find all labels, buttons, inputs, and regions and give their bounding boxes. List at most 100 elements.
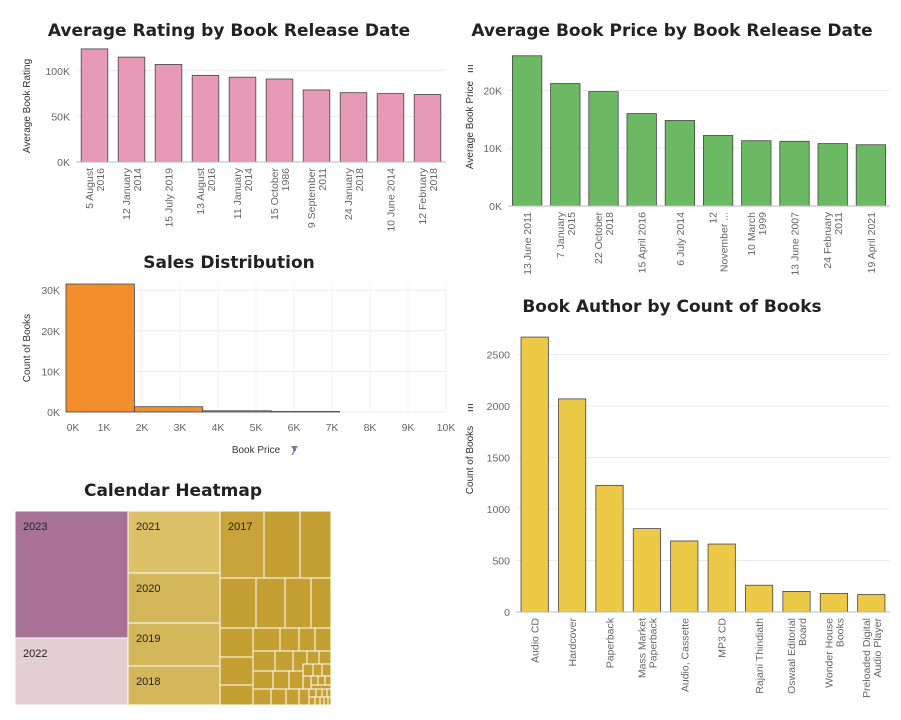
heatmap-cell-older[interactable] bbox=[270, 688, 287, 706]
heatmap-cell-older[interactable] bbox=[252, 650, 276, 672]
price-bars: 0K 10K 20K 13 June 2011 7 January2015 22 Octo… bbox=[483, 55, 890, 276]
heatmap-cell-older[interactable] bbox=[219, 656, 254, 686]
heatmap-cell-older[interactable] bbox=[219, 684, 254, 706]
heatmap-cell-older[interactable] bbox=[312, 663, 323, 677]
heatmap-cell-older[interactable] bbox=[298, 627, 316, 652]
heatmap-cell-older[interactable] bbox=[252, 670, 274, 690]
price-bar[interactable] bbox=[626, 113, 657, 207]
price-bar[interactable] bbox=[588, 91, 619, 207]
price-sort-icon[interactable] bbox=[468, 65, 473, 73]
heatmap-cell-older[interactable] bbox=[302, 663, 314, 677]
heatmap-cell-2018[interactable] bbox=[127, 665, 221, 706]
rating-category-label: 15 July 2019 bbox=[164, 168, 176, 228]
price-bar[interactable] bbox=[779, 140, 810, 207]
sales-x-axis-title: Book Price bbox=[232, 445, 281, 456]
heatmap-cell-older[interactable] bbox=[288, 670, 304, 690]
heatmap-cell-older[interactable] bbox=[326, 688, 332, 698]
price-bar[interactable] bbox=[550, 83, 581, 207]
heatmap-cell-older[interactable] bbox=[279, 627, 300, 652]
heatmap-cell-older[interactable] bbox=[274, 650, 294, 672]
heatmap-cell-older[interactable] bbox=[284, 577, 312, 629]
heatmap-cell-older[interactable] bbox=[319, 696, 325, 706]
authors-bar[interactable] bbox=[782, 591, 811, 613]
sales-x-tick-label: 4K bbox=[212, 422, 225, 434]
authors-bar[interactable] bbox=[707, 543, 736, 613]
heatmap-cell-older[interactable] bbox=[219, 577, 257, 629]
authors-sort-icon[interactable] bbox=[468, 404, 473, 412]
heatmap-cell-older[interactable] bbox=[315, 688, 323, 698]
heatmap-cell-2020[interactable] bbox=[127, 572, 221, 624]
heatmap-cell-older[interactable] bbox=[327, 696, 332, 706]
authors-bar[interactable] bbox=[670, 540, 699, 613]
heatmap-cell-older[interactable] bbox=[252, 688, 272, 706]
heatmap-cell-older[interactable] bbox=[310, 684, 332, 690]
price-bar[interactable] bbox=[664, 120, 696, 207]
heatmap-cell-older[interactable] bbox=[324, 675, 332, 686]
heatmap-cell-older[interactable] bbox=[302, 675, 312, 690]
price-bar[interactable] bbox=[702, 135, 734, 207]
sales-bin-bar[interactable] bbox=[65, 283, 135, 413]
rating-bar[interactable] bbox=[154, 64, 183, 163]
heatmap-cell-older[interactable] bbox=[219, 627, 254, 658]
heatmap-cell-2021[interactable] bbox=[127, 510, 221, 574]
heatmap-cell-older[interactable] bbox=[263, 510, 301, 579]
heatmap-cell-older[interactable] bbox=[314, 627, 332, 652]
heatmap-cell-older[interactable] bbox=[308, 696, 316, 706]
price-bar[interactable] bbox=[511, 55, 543, 207]
heatmap-cell-older[interactable] bbox=[321, 663, 332, 677]
rating-bar[interactable] bbox=[80, 48, 109, 163]
price-bar[interactable] bbox=[741, 140, 772, 207]
heatmap-cell-older[interactable] bbox=[314, 696, 321, 706]
heatmap-cell-older[interactable] bbox=[298, 688, 310, 706]
pin-icon[interactable] bbox=[291, 446, 298, 456]
rating-bar[interactable] bbox=[376, 93, 405, 163]
heatmap-cell-2019[interactable] bbox=[127, 622, 221, 667]
heatmap-cell-older[interactable] bbox=[310, 675, 319, 686]
price-bar[interactable] bbox=[817, 143, 848, 207]
price-category-label: 24 February2011 bbox=[822, 211, 845, 268]
rating-bar[interactable] bbox=[117, 56, 146, 163]
heatmap-cell-older[interactable] bbox=[310, 577, 332, 629]
rating-bar[interactable] bbox=[265, 78, 294, 163]
heatmap-chart-title: Calendar Heatmap bbox=[84, 481, 262, 501]
sales-bars: 0K 10K 20K 30K 0K 1K 2K 3K 4K 5K 6K 7K 8K 9K 10K bbox=[41, 282, 455, 434]
heatmap-cell-older[interactable] bbox=[252, 627, 281, 652]
heatmap-cell-older[interactable] bbox=[317, 675, 326, 686]
sales-x-tick-label: 8K bbox=[364, 422, 377, 434]
rating-bar[interactable] bbox=[339, 92, 368, 163]
heatmap-cell-older[interactable] bbox=[318, 650, 332, 665]
rating-category-label: 12 February2018 bbox=[417, 167, 440, 224]
heatmap-cell-older[interactable] bbox=[299, 510, 332, 579]
rating-chart: Average Rating by Book Release Date Aver… bbox=[22, 21, 446, 232]
authors-bar[interactable] bbox=[520, 336, 549, 613]
authors-bar[interactable] bbox=[632, 528, 661, 613]
rating-bar[interactable] bbox=[228, 76, 257, 163]
heatmap-cell-older[interactable] bbox=[255, 577, 286, 629]
heatmap-cell-2023[interactable] bbox=[14, 510, 129, 639]
rating-bar[interactable] bbox=[413, 94, 442, 163]
heatmap-cell-older[interactable] bbox=[321, 688, 328, 698]
heatmap-cell-older[interactable] bbox=[285, 688, 300, 706]
authors-bar[interactable] bbox=[857, 594, 886, 613]
price-chart-title: Average Book Price by Book Release Date bbox=[471, 21, 872, 41]
rating-bar[interactable] bbox=[191, 74, 220, 163]
authors-bar[interactable] bbox=[558, 398, 587, 613]
rating-bar[interactable] bbox=[302, 89, 331, 163]
authors-bar[interactable] bbox=[745, 584, 774, 613]
heatmap-cell-older[interactable] bbox=[308, 688, 317, 698]
rating-category-label: 24 January2018 bbox=[343, 167, 366, 220]
rating-category-label: 15 October1986 bbox=[269, 168, 292, 220]
heatmap-cell-older[interactable] bbox=[306, 650, 320, 665]
sales-bin-bar[interactable] bbox=[202, 410, 272, 413]
price-bar[interactable] bbox=[855, 144, 887, 207]
authors-y-tick-label: 2000 bbox=[487, 401, 511, 413]
authors-bar[interactable] bbox=[819, 593, 848, 613]
authors-category-label: Rajani Thindiath bbox=[754, 618, 766, 694]
sales-bin-bar[interactable] bbox=[133, 406, 204, 413]
heatmap-cell-older[interactable] bbox=[272, 670, 290, 690]
authors-bar[interactable] bbox=[595, 484, 624, 613]
heatmap-cell-older[interactable] bbox=[323, 696, 329, 706]
heatmap-cell-label: 2021 bbox=[136, 521, 160, 533]
heatmap-cell-2017[interactable] bbox=[219, 510, 265, 579]
authors-y-tick-label: 2500 bbox=[487, 350, 511, 362]
